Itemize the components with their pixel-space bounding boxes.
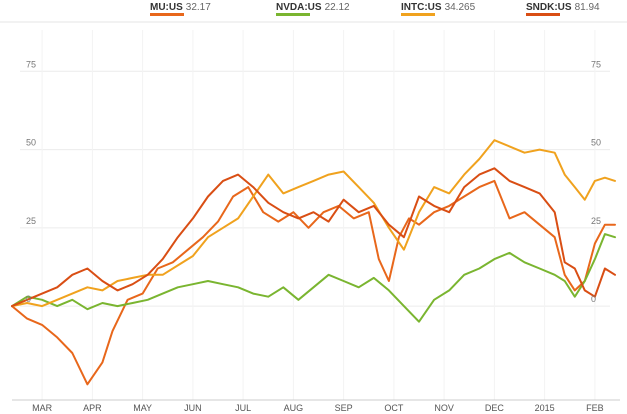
x-tick-label: MAY xyxy=(133,403,152,413)
x-tick-label: JUL xyxy=(235,403,251,413)
series-line-intc xyxy=(11,139,616,308)
legend-swatch-mu xyxy=(150,13,184,16)
y-tick-label-right: 75 xyxy=(591,59,601,69)
x-tick-label: MAR xyxy=(32,403,53,413)
series-lines xyxy=(11,139,616,386)
x-tick-label: APR xyxy=(83,403,102,413)
x-axis: MAR APR MAY JUN JUL AUG SEP OCT NOV DEC 2015 FEB xyxy=(12,399,620,413)
y-tick-label-left: 25 xyxy=(26,216,36,226)
legend-value-sndk: 81.94 xyxy=(574,2,600,13)
y-tick-label-right: 50 xyxy=(591,138,601,148)
legend-label-nvda: NVDA:US 22.12 xyxy=(276,2,350,13)
y-axis: 0 0 25 25 50 50 75 75 xyxy=(26,59,601,304)
legend-item-intc[interactable]: INTC:US 34.265 xyxy=(401,0,491,22)
legend-item-sndk[interactable]: SNDK:US 81.94 xyxy=(526,0,616,22)
y-tick-label-left: 75 xyxy=(26,59,36,69)
x-tick-label: NOV xyxy=(434,403,454,413)
legend-swatch-sndk xyxy=(526,13,560,16)
y-tick-label-left: 50 xyxy=(26,138,36,148)
legend-label-intc: INTC:US 34.265 xyxy=(401,2,475,13)
x-tick-label: SEP xyxy=(335,403,353,413)
x-tick-label: DEC xyxy=(485,403,505,413)
x-tick-label: OCT xyxy=(384,403,404,413)
legend-value-nvda: 22.12 xyxy=(324,2,350,13)
x-tick-label: AUG xyxy=(284,403,304,413)
series-line-nvda xyxy=(11,233,616,323)
y-tick-label-left: 0 xyxy=(26,294,31,304)
legend-symbol-sndk: SNDK:US xyxy=(526,2,572,13)
legend-symbol-intc: INTC:US xyxy=(401,2,442,13)
x-tick-label: FEB xyxy=(586,403,604,413)
legend-swatch-nvda xyxy=(276,13,310,16)
y-tick-label-right: 0 xyxy=(591,294,596,304)
x-tick-label: JUN xyxy=(184,403,202,413)
legend-symbol-mu: MU:US xyxy=(150,2,183,13)
legend-item-nvda[interactable]: NVDA:US 22.12 xyxy=(276,0,366,22)
legend-item-mu[interactable]: MU:US 32.17 xyxy=(150,0,230,22)
series-line-sndk xyxy=(11,167,616,308)
y-tick-label-right: 25 xyxy=(591,216,601,226)
legend-symbol-nvda: NVDA:US xyxy=(276,2,322,13)
legend-value-intc: 34.265 xyxy=(444,2,476,13)
legend-swatch-intc xyxy=(401,13,435,16)
legend-label-sndk: SNDK:US 81.94 xyxy=(526,2,600,13)
legend-label-mu: MU:US 32.17 xyxy=(150,2,211,13)
legend-value-mu: 32.17 xyxy=(185,2,211,13)
x-tick-label: 2015 xyxy=(535,403,555,413)
